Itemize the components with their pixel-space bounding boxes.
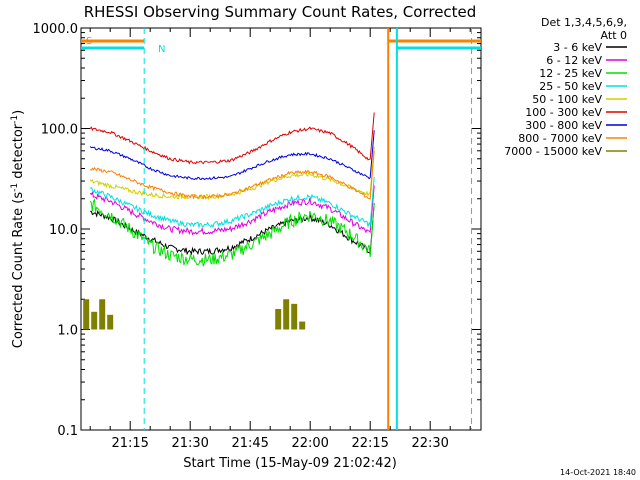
- y-axis-label-end: ): [11, 110, 26, 115]
- legend-label-4: 50 - 100 keV: [532, 93, 602, 106]
- legend-label-5: 100 - 300 keV: [525, 106, 602, 119]
- x-tick-label: 22:15: [351, 436, 388, 451]
- annotation-label-S: S: [86, 36, 92, 47]
- y-tick-label: 0.1: [57, 424, 78, 439]
- x-tick-label: 21:15: [111, 436, 148, 451]
- y-axis-label-sup1: -1: [10, 183, 20, 192]
- legend-label-2: 12 - 25 keV: [539, 67, 602, 80]
- series-line-7: [89, 150, 375, 200]
- y-tick-label: 1.0: [57, 324, 78, 339]
- x-tick-label: 22:00: [291, 436, 328, 451]
- legend-label-3: 25 - 50 keV: [539, 80, 602, 93]
- annotation-label-N: N: [158, 44, 165, 55]
- series-line-2: [89, 198, 375, 267]
- legend-label-1: 6 - 12 keV: [546, 54, 602, 67]
- x-axis-label: Start Time (15-May-09 21:02:42): [183, 456, 397, 471]
- legend-label-0: 3 - 6 keV: [553, 41, 602, 54]
- plot-area: 0.1 1.0 10.0 100.0 1000.0 21:15 21:30 21:45 22:0…: [33, 22, 482, 451]
- chart-title: RHESSI Observing Summary Count Rates, Co…: [84, 3, 477, 21]
- legend-label-6: 300 - 800 keV: [525, 119, 602, 132]
- series-line-3: [89, 176, 375, 229]
- y-axis-label: Corrected Count Rate (s-1 detector-1): [10, 110, 26, 348]
- legend-header-line2: Att 0: [601, 29, 627, 42]
- legend-header-line1: Det 1,3,4,5,6,9,: [541, 16, 627, 29]
- y-axis-label-sup2: -1: [10, 115, 20, 124]
- x-tick-label: 21:30: [171, 436, 208, 451]
- y-tick-label: 1000.0: [33, 22, 79, 37]
- y-tick-label: 10.0: [49, 223, 78, 238]
- series-line-5: [89, 112, 375, 165]
- y-axis-label-mid: detector: [11, 123, 26, 183]
- series-line-1: [89, 185, 375, 236]
- x-tick-label: 21:45: [231, 436, 268, 451]
- y-tick-label: 100.0: [41, 123, 78, 138]
- series-line-0: [90, 203, 375, 256]
- x-tick-label: 22:30: [411, 436, 448, 451]
- legend-label-7: 800 - 7000 keV: [518, 132, 602, 145]
- legend-label-8: 7000 - 15000 keV: [504, 145, 602, 158]
- series-line-4: [89, 146, 375, 201]
- footer-timestamp: 14-Oct-2021 18:40: [560, 468, 636, 477]
- series-line-6: [89, 130, 375, 181]
- y-axis-label-main: Corrected Count Rate (s: [11, 192, 26, 349]
